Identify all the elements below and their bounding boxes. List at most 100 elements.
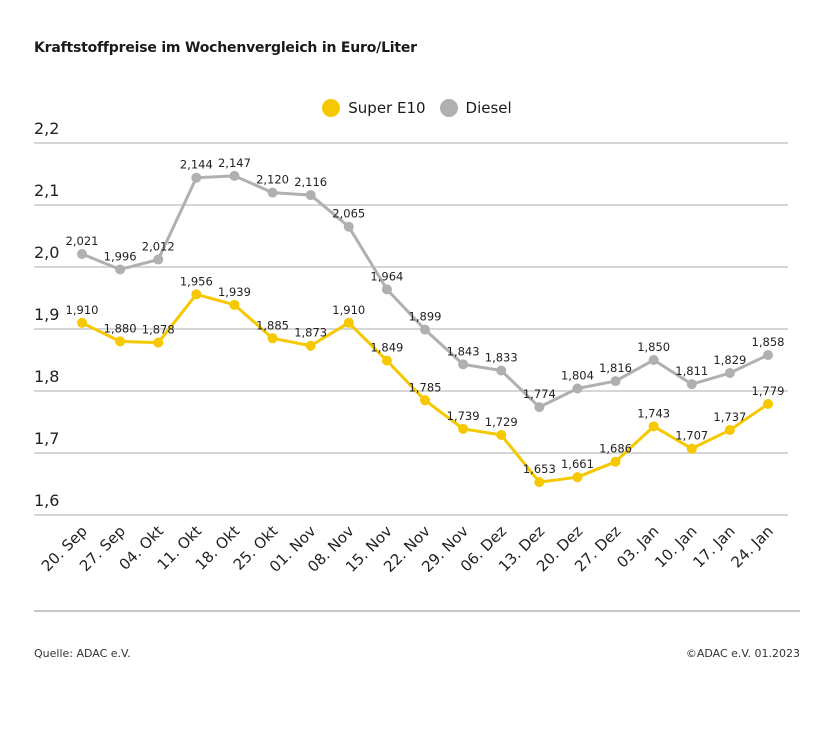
data-label: 1,878 bbox=[142, 323, 175, 337]
data-point bbox=[458, 423, 469, 434]
data-label: 1,661 bbox=[561, 457, 594, 471]
data-point bbox=[267, 187, 278, 198]
data-label: 1,910 bbox=[332, 303, 365, 317]
data-label: 1,653 bbox=[523, 462, 556, 476]
y-tick-label: 2,1 bbox=[34, 181, 59, 200]
data-label: 1,964 bbox=[370, 269, 403, 283]
legend-marker-super-e10 bbox=[322, 99, 341, 117]
data-label: 1,939 bbox=[218, 285, 251, 299]
data-point bbox=[153, 254, 164, 265]
data-label: 1,849 bbox=[370, 341, 403, 355]
data-label: 1,739 bbox=[447, 409, 480, 423]
series-line-diesel bbox=[81, 174, 769, 409]
x-tick-label: 17. Jan bbox=[689, 522, 738, 571]
data-point bbox=[610, 376, 621, 387]
data-point bbox=[115, 336, 126, 347]
data-label: 1,729 bbox=[485, 415, 518, 429]
x-tick-label: 10. Jan bbox=[651, 522, 700, 571]
legend: Super E10 Diesel bbox=[0, 99, 834, 117]
y-tick-label: 1,7 bbox=[34, 429, 59, 448]
data-label: 2,012 bbox=[142, 240, 175, 254]
data-point bbox=[572, 472, 583, 483]
data-point bbox=[724, 425, 735, 436]
x-tick-label: 24. Jan bbox=[728, 522, 777, 571]
data-label: 1,774 bbox=[523, 387, 556, 401]
data-label: 1,873 bbox=[294, 326, 327, 340]
legend-marker-diesel bbox=[439, 99, 458, 117]
legend-label-diesel: Diesel bbox=[465, 99, 512, 117]
data-point bbox=[420, 324, 430, 335]
data-label: 1,737 bbox=[713, 410, 746, 424]
data-label: 1,833 bbox=[485, 351, 518, 365]
data-point bbox=[229, 299, 240, 310]
data-label: 1,956 bbox=[180, 274, 213, 288]
y-tick-label: 1,9 bbox=[34, 305, 59, 324]
data-label: 1,910 bbox=[66, 303, 99, 317]
data-point bbox=[610, 456, 621, 467]
data-point bbox=[267, 333, 278, 344]
data-label: 1,804 bbox=[561, 369, 594, 383]
footer-divider bbox=[34, 610, 800, 612]
data-point bbox=[305, 190, 316, 201]
data-label: 1,829 bbox=[713, 353, 746, 367]
legend-item-super-e10: Super E10 bbox=[322, 99, 426, 117]
x-tick-label: 03. Jan bbox=[613, 522, 662, 571]
data-label: 1,811 bbox=[675, 364, 708, 378]
data-point bbox=[77, 248, 87, 259]
chart-title: Kraftstoffpreise im Wochenvergleich in E… bbox=[34, 40, 417, 56]
data-label: 1,850 bbox=[637, 340, 670, 354]
data-label: 1,743 bbox=[637, 406, 670, 420]
data-label: 1,885 bbox=[256, 318, 289, 332]
data-point bbox=[572, 383, 583, 394]
data-point bbox=[229, 170, 240, 181]
data-point bbox=[305, 340, 316, 351]
data-label: 1,996 bbox=[104, 249, 137, 263]
source-note: Quelle: ADAC e.V. bbox=[34, 647, 131, 660]
legend-item-diesel: Diesel bbox=[439, 99, 512, 117]
data-point bbox=[724, 368, 735, 379]
data-point bbox=[381, 355, 392, 366]
y-tick-label: 2,2 bbox=[34, 119, 59, 138]
data-point bbox=[77, 317, 87, 328]
data-label: 1,785 bbox=[409, 380, 442, 394]
data-point bbox=[496, 365, 507, 376]
data-label: 2,147 bbox=[218, 156, 251, 170]
data-point bbox=[763, 350, 773, 361]
data-point bbox=[458, 359, 469, 370]
data-label: 1,858 bbox=[752, 335, 785, 349]
data-point bbox=[153, 337, 164, 348]
data-label: 1,686 bbox=[599, 442, 632, 456]
copyright-note: ©ADAC e.V. 01.2023 bbox=[685, 647, 800, 660]
data-point bbox=[648, 355, 659, 365]
data-label: 1,816 bbox=[599, 361, 632, 375]
data-point bbox=[763, 399, 773, 410]
data-point bbox=[115, 264, 126, 275]
data-point bbox=[534, 477, 545, 488]
data-point bbox=[648, 421, 659, 432]
data-point bbox=[343, 221, 354, 232]
data-point bbox=[420, 395, 430, 406]
data-label: 2,120 bbox=[256, 173, 289, 187]
data-point bbox=[191, 172, 202, 183]
data-label: 1,707 bbox=[675, 429, 708, 443]
data-label: 1,880 bbox=[104, 321, 137, 335]
data-point bbox=[191, 289, 202, 300]
data-label: 2,065 bbox=[332, 207, 365, 221]
y-tick-label: 1,8 bbox=[34, 367, 59, 386]
data-label: 2,021 bbox=[66, 234, 99, 248]
data-label: 2,144 bbox=[180, 158, 213, 172]
y-tick-label: 2,0 bbox=[34, 243, 59, 262]
data-label: 1,779 bbox=[752, 384, 785, 398]
data-label: 2,116 bbox=[294, 175, 327, 189]
data-point bbox=[534, 402, 545, 413]
y-tick-label: 1,6 bbox=[34, 491, 59, 510]
data-point bbox=[343, 317, 354, 328]
data-point bbox=[686, 379, 697, 390]
data-point bbox=[496, 430, 507, 441]
data-label: 1,899 bbox=[409, 310, 442, 324]
legend-label-super-e10: Super E10 bbox=[348, 99, 426, 117]
data-point bbox=[686, 443, 697, 454]
data-label: 1,843 bbox=[447, 344, 480, 358]
data-point bbox=[381, 284, 392, 295]
